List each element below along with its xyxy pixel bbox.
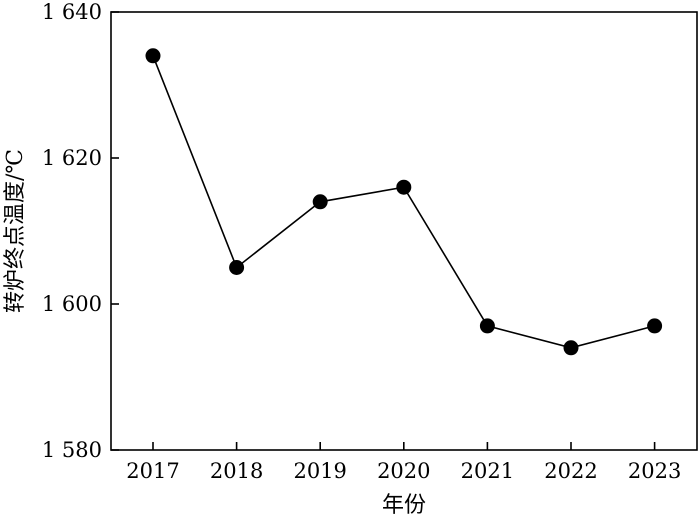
y-tick-label: 1 620: [42, 146, 102, 170]
y-tick-label: 1 580: [42, 438, 102, 462]
x-tick-label: 2022: [544, 459, 597, 483]
x-axis: 2017 2018 2019 2020 2021 2022 2023: [126, 442, 681, 483]
y-tick-label: 1 640: [42, 0, 102, 24]
data-point: [145, 48, 161, 64]
x-tick-label: 2019: [293, 459, 346, 483]
x-tick-label: 2018: [210, 459, 263, 483]
x-tick-label: 2021: [461, 459, 514, 483]
data-point: [647, 318, 663, 334]
data-point: [312, 194, 328, 210]
data-point: [563, 340, 579, 356]
x-tick-label: 2017: [126, 459, 179, 483]
plot-frame: [110, 11, 698, 451]
y-axis-label: 转炉终点温度/℃: [3, 149, 28, 313]
data-points: [145, 48, 663, 356]
x-tick-label: 2020: [377, 459, 430, 483]
data-point: [229, 260, 245, 275]
series-line: [152, 55, 655, 349]
x-axis-label: 年份: [382, 493, 426, 518]
y-axis: 1 580 1 600 1 620 1 640: [42, 0, 119, 462]
data-point: [396, 179, 412, 195]
y-tick-label: 1 600: [42, 292, 102, 316]
data-point: [479, 318, 495, 334]
x-tick-label: 2023: [628, 459, 681, 483]
